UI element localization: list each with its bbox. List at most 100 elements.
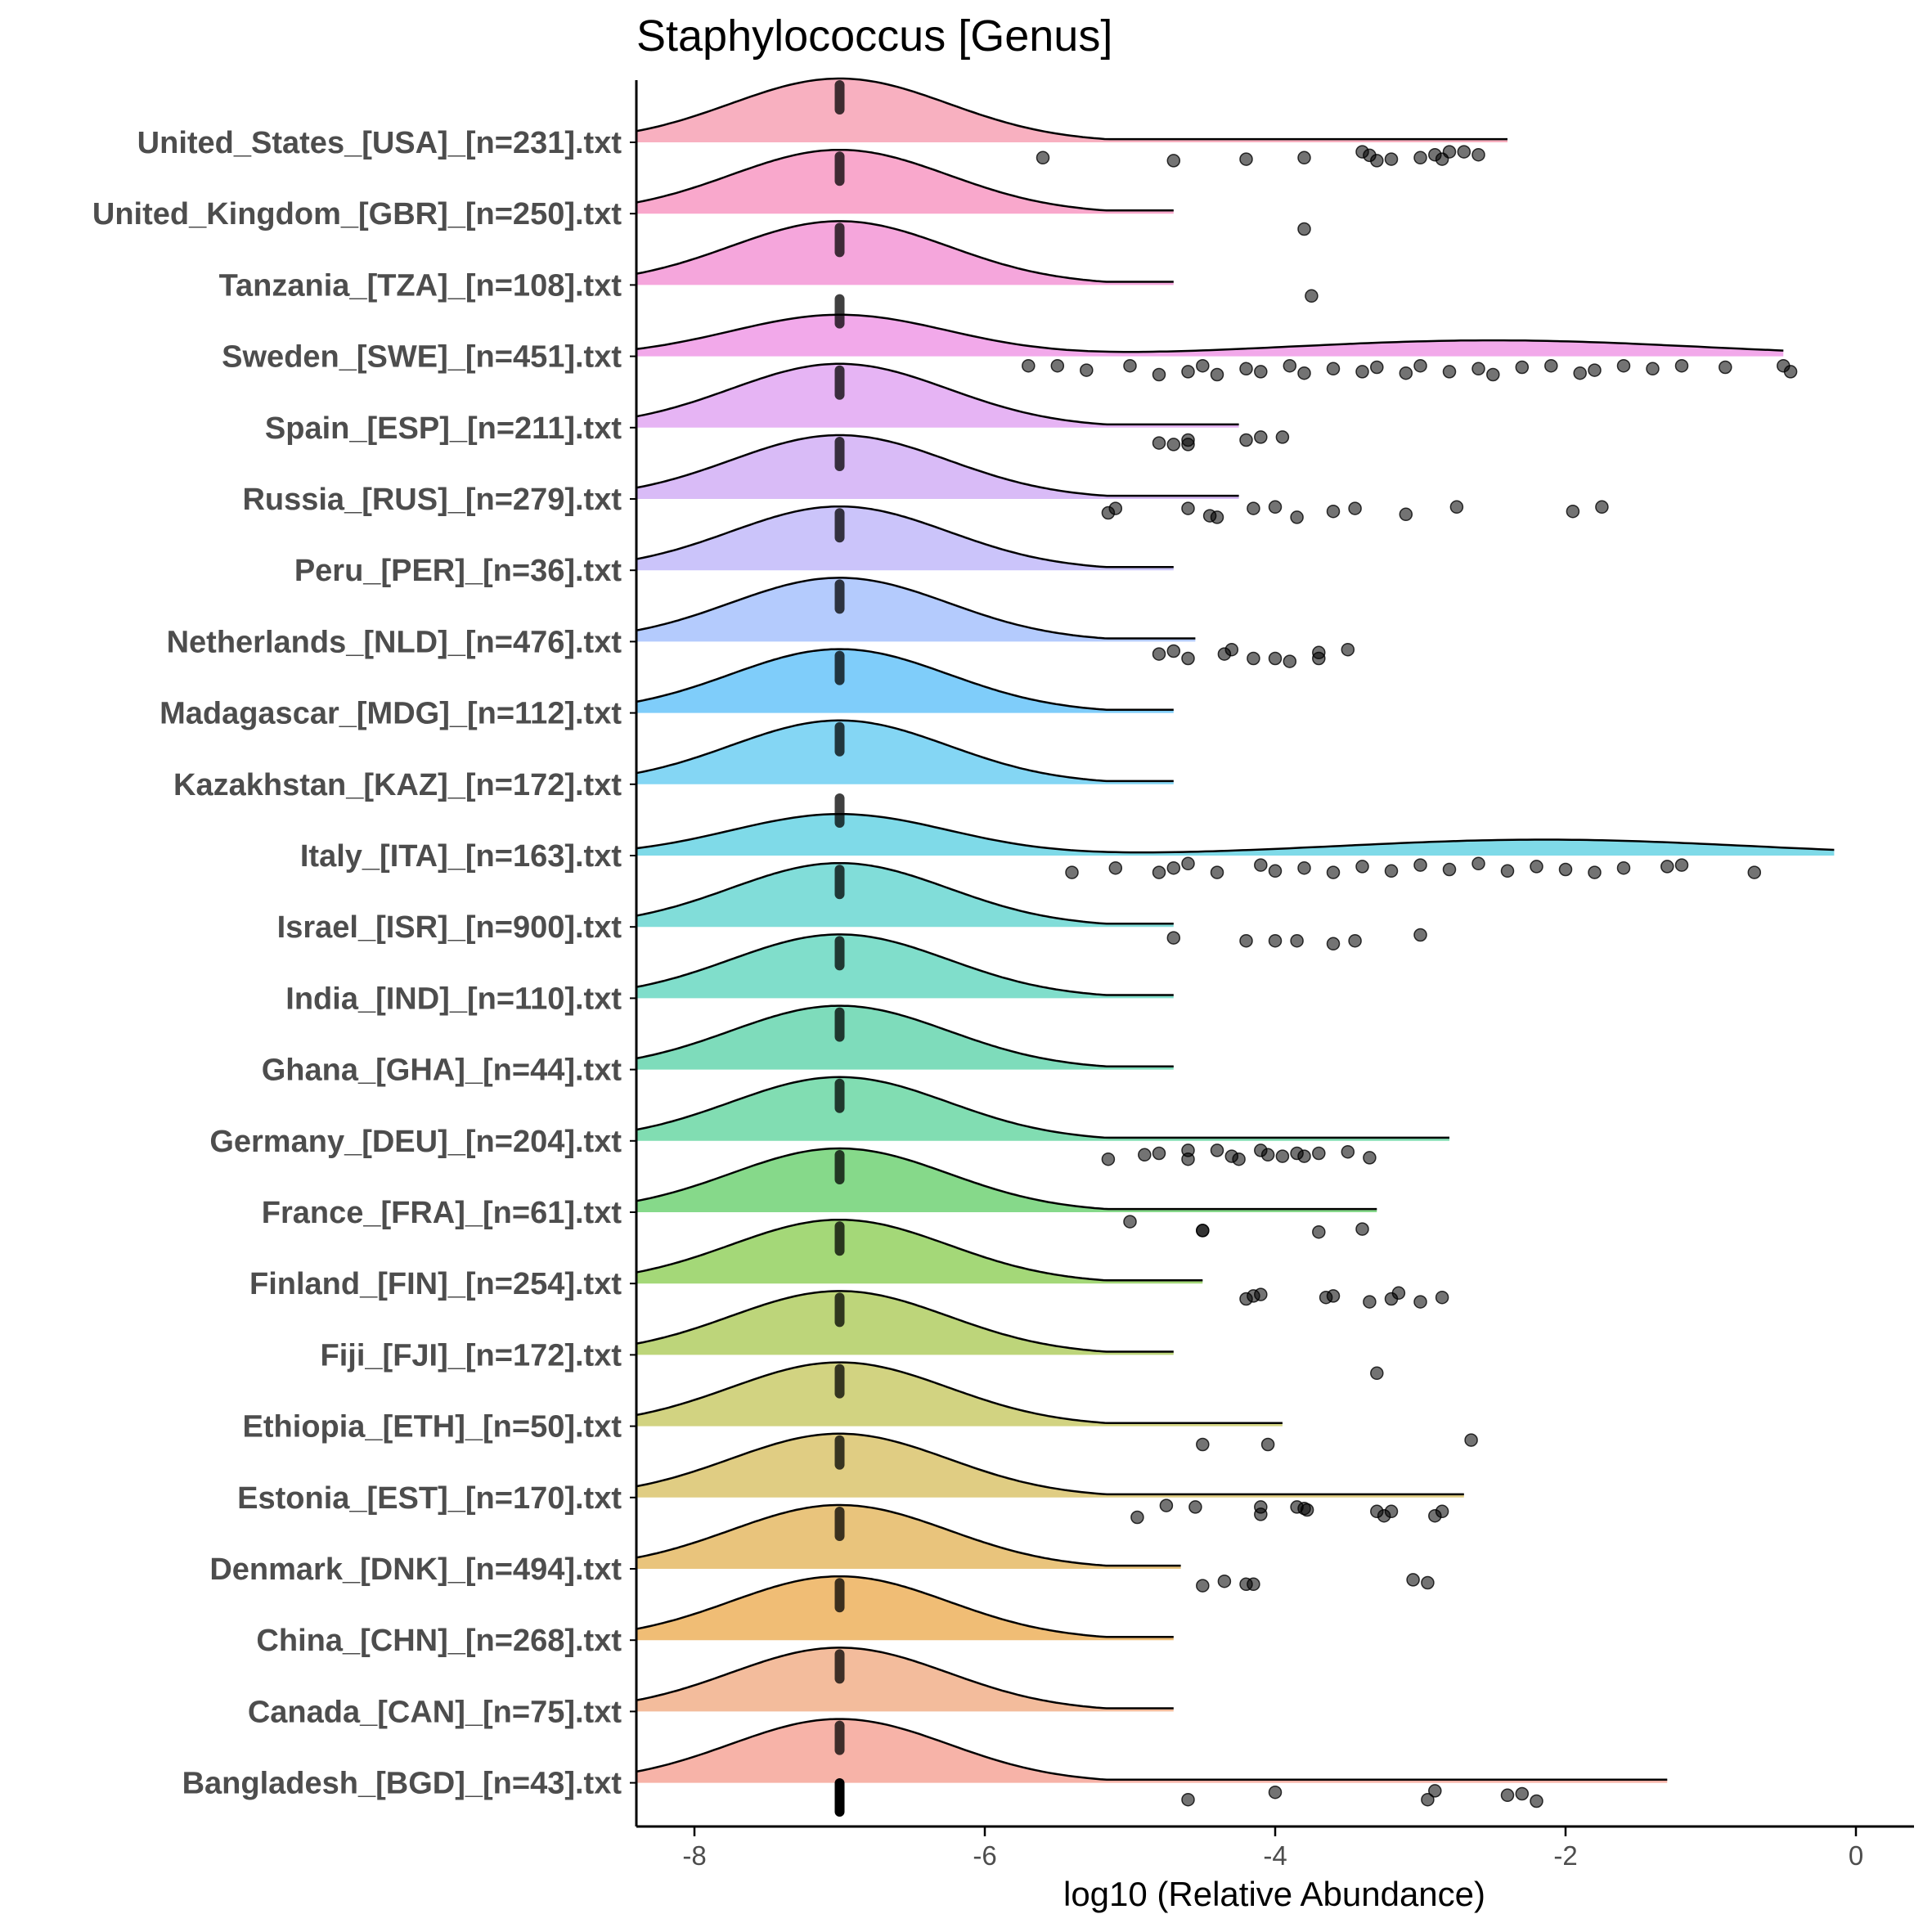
ridge-fill	[636, 221, 1174, 285]
ridge-outline	[635, 313, 1784, 357]
data-point	[1305, 289, 1319, 303]
data-point	[1341, 1144, 1355, 1159]
data-point	[1747, 865, 1762, 879]
y-tick-label: Peru_[PER]_[n=36].txt	[294, 554, 622, 588]
data-point	[1300, 1503, 1314, 1517]
ridge-fill	[636, 1576, 1174, 1641]
ridge-outline	[635, 1432, 1464, 1498]
data-point	[1080, 363, 1094, 377]
data-point	[1355, 1222, 1369, 1236]
data-point	[1435, 1504, 1449, 1519]
data-point	[1065, 865, 1079, 879]
data-point	[1674, 858, 1689, 872]
data-point	[1442, 862, 1457, 877]
data-point	[1130, 1510, 1144, 1525]
ridge-21	[635, 1575, 1174, 1641]
data-point	[1181, 856, 1195, 871]
data-point	[1196, 1437, 1210, 1452]
y-tick-label: Kazakhstan_[KAZ]_[n=172].txt	[173, 768, 622, 802]
data-point	[1530, 1794, 1543, 1808]
ridge-outline	[635, 648, 1174, 713]
ridge-outline	[635, 1218, 1203, 1284]
ridge-19	[635, 1432, 1464, 1498]
ridge-6	[635, 505, 1174, 571]
data-point	[1275, 1149, 1290, 1163]
data-point	[1312, 1146, 1326, 1161]
ridge-outline	[635, 1647, 1174, 1712]
data-point	[1399, 507, 1413, 522]
data-point	[1435, 1290, 1449, 1305]
ridge-outline	[635, 861, 1174, 928]
data-point	[1181, 651, 1195, 666]
data-point	[1558, 862, 1573, 877]
data-point	[1457, 145, 1471, 159]
ridge-outline	[635, 1004, 1174, 1070]
data-point	[1152, 1146, 1166, 1161]
data-point	[1239, 152, 1253, 166]
ridge-outline	[635, 933, 1174, 999]
y-tick-label: Ghana_[GHA]_[n=44].txt	[262, 1054, 622, 1088]
y-tick-label: Spain_[ESP]_[n=211].txt	[265, 411, 622, 446]
ridge-outline	[635, 1290, 1174, 1355]
data-point	[1050, 358, 1065, 373]
data-point	[1500, 864, 1515, 878]
data-point	[1326, 504, 1341, 519]
data-point	[1210, 510, 1224, 524]
data-point	[1166, 860, 1181, 875]
data-point	[1224, 642, 1239, 657]
data-point	[1283, 654, 1297, 668]
data-point	[1138, 1148, 1152, 1162]
data-point	[1166, 931, 1181, 945]
data-point	[1268, 933, 1283, 948]
ridge-fill	[636, 1647, 1174, 1712]
data-point	[1616, 358, 1631, 373]
ridge-16	[635, 1218, 1203, 1284]
ridge-fill	[636, 150, 1174, 214]
data-point	[1108, 501, 1123, 515]
data-point	[1181, 1143, 1195, 1157]
data-point	[1210, 865, 1224, 879]
ridge-5	[635, 434, 1239, 499]
data-point	[1283, 358, 1297, 373]
data-point	[1275, 430, 1290, 444]
data-point	[1449, 500, 1464, 514]
ridge-23	[635, 1718, 1668, 1783]
data-point	[1595, 500, 1609, 514]
data-point	[1312, 645, 1326, 660]
data-point	[1370, 154, 1384, 168]
ridge-fill	[636, 435, 1239, 499]
data-point	[1341, 642, 1355, 657]
x-tick-label: -6	[973, 1840, 996, 1871]
ridge-outline	[635, 577, 1196, 642]
ridge-0	[635, 77, 1507, 142]
x-tick-label: -8	[682, 1840, 706, 1871]
points-layer	[1022, 145, 1798, 1808]
data-point	[1268, 651, 1283, 666]
ridge-fill	[636, 1005, 1174, 1070]
data-point	[1254, 430, 1268, 444]
y-tick-label: Madagascar_[MDG]_[n=112].txt	[160, 697, 622, 731]
data-point	[1196, 358, 1210, 373]
data-point	[1260, 1148, 1275, 1162]
data-point	[1588, 363, 1602, 377]
y-tick-label: Netherlands_[NLD]_[n=476].txt	[167, 625, 622, 659]
data-point	[1719, 360, 1732, 375]
data-point	[1348, 933, 1362, 948]
ridge-outline	[635, 1718, 1668, 1783]
data-point	[1384, 864, 1399, 878]
data-point	[1217, 1574, 1232, 1588]
y-tick-label: Fiji_[FJI]_[n=172].txt	[321, 1338, 622, 1373]
ridge-14	[635, 1076, 1449, 1141]
ridge-13	[635, 1004, 1174, 1070]
ridge-outline	[635, 719, 1174, 784]
data-point	[1232, 1152, 1246, 1166]
data-point	[1166, 644, 1181, 658]
data-point	[1152, 367, 1166, 382]
data-point	[1101, 1152, 1116, 1166]
y-tick-label: Canada_[CAN]_[n=75].txt	[248, 1695, 622, 1729]
data-point	[1471, 362, 1485, 376]
data-point	[1326, 1289, 1341, 1303]
x-tick-label: 0	[1849, 1840, 1863, 1871]
data-point	[1159, 1498, 1174, 1512]
ridge-11	[635, 861, 1174, 928]
